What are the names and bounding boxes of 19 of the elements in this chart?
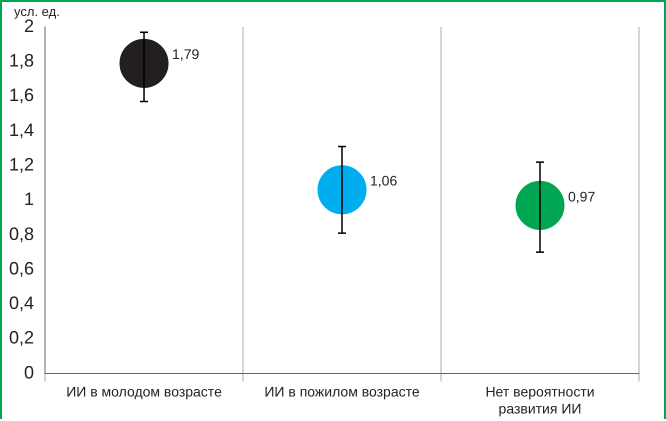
x-tick-label: ИИ в пожилом возрасте — [264, 384, 420, 400]
data-label: 1,06 — [370, 172, 398, 189]
y-tick-label: 1 — [24, 189, 34, 210]
data-label: 1,79 — [172, 46, 200, 62]
y-tick-label: 0 — [24, 362, 34, 382]
y-tick-label: 0,4 — [8, 293, 34, 314]
y-tick-label: 1,2 — [8, 154, 34, 175]
y-tick-label: 1,6 — [8, 85, 34, 106]
x-tick-label: Нет вероятности развития ИИ — [485, 384, 595, 416]
data-label: 0,97 — [568, 188, 596, 204]
y-tick-label: 0,8 — [8, 224, 34, 244]
y-tick-label: 1,4 — [8, 120, 34, 140]
point — [120, 38, 169, 88]
point — [516, 180, 565, 230]
y-tick-label: 0,2 — [8, 328, 34, 348]
y-tick-label: 1,8 — [8, 50, 34, 71]
x-tick-label: ИИ в молодом возрасте — [66, 384, 222, 400]
y-tick-label: 0,6 — [8, 258, 34, 278]
point — [318, 165, 367, 214]
